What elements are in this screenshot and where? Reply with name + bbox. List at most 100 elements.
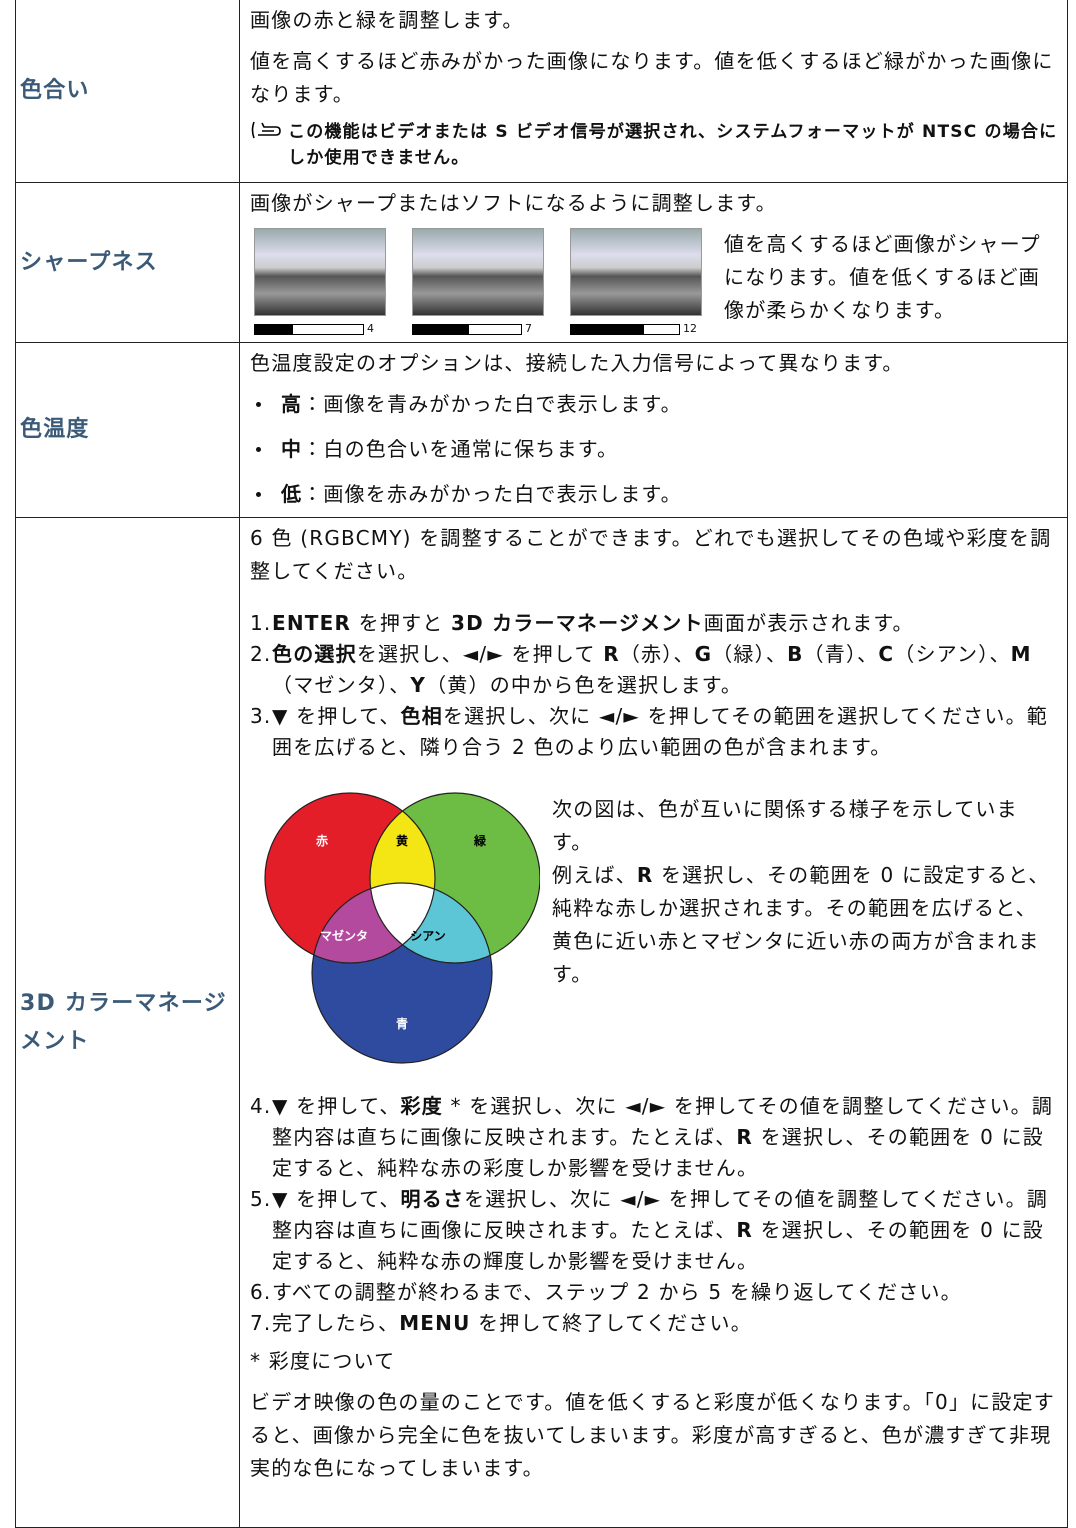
row: 色温度 色温度設定のオプションは、接続した入力信号によって異なります。 高：画像… [15, 342, 1068, 518]
bullet: 低：画像を赤みがかった白で表示します。 [250, 478, 1059, 511]
text-run: すべての調整が終わるまで、ステップ 2 から 5 を繰り返してください。 [272, 1280, 962, 1304]
text-run: （黄）の中から色を選択します。 [426, 673, 743, 697]
step-number: 2. [250, 642, 272, 666]
row: 3D カラーマネージメント 6 色 (RGBCMY) を調整することができます。… [15, 517, 1068, 1528]
example-image [570, 228, 702, 316]
bold-text: MENU [399, 1311, 471, 1335]
step-number: 6. [250, 1280, 272, 1304]
text-run: （青）、 [803, 642, 879, 666]
bold-text: 彩度 [400, 1094, 443, 1118]
row-content: 6 色 (RGBCMY) を調整することができます。どれでも選択してその色域や彩… [239, 517, 1068, 1528]
diagram-paragraph: 次の図は、色が互いに関係する様子を示しています。 [552, 797, 1018, 854]
venn-label: 青 [396, 1016, 408, 1031]
paragraph: 画像の赤と緑を調整します。 [250, 8, 524, 32]
example: 4 [254, 228, 386, 336]
row: シャープネス 画像がシャープまたはソフトになるように調整します。 4 7 12 … [15, 182, 1068, 343]
step: 5. ▼ を押して、明るさを選択し、次に ◄/► を押してその値を調整してください… [250, 1184, 1059, 1277]
note: この機能はビデオまたは S ビデオ信号が選択され、システムフォーマットが NTS… [250, 119, 1059, 171]
row: 色合い 画像の赤と緑を調整します。 値を高くするほど赤みがかった画像になります。… [15, 0, 1068, 183]
bold-text: 3D カラーマネージメント [451, 611, 704, 635]
text-run: 画面が表示されます。 [703, 611, 914, 635]
bullet-text: ：画像を青みがかった白で表示します。 [302, 392, 682, 416]
step-text: ENTER を押すと 3D カラーマネージメント画面が表示されます。 [272, 608, 914, 639]
bullet-term: 中 [281, 437, 303, 461]
diagram-paragraph: 例えば、R を選択し、その範囲を 0 に設定すると、純粋な赤しか選択されます。そ… [552, 859, 1052, 991]
side-text: 値を高くするほど画像がシャープになります。値を低くするほど画像が柔らかくなります… [724, 232, 1041, 322]
venn-diagram: 赤 黄 緑 マゼンタ シアン 青 [264, 792, 540, 1064]
step-number: 5. [250, 1187, 272, 1211]
sharpness-examples: 4 7 12 値を高くするほど画像がシャープになります。値を低くするほど画像が柔… [250, 228, 1059, 336]
slider: 12 [570, 322, 702, 336]
step: 4. ▼ を押して、彩度 * を選択し、次に ◄/► を押してその値を調整してくだ… [250, 1091, 1059, 1184]
example-image [412, 228, 544, 316]
bullet-text: ：白の色合いを通常に保ちます。 [302, 437, 619, 461]
step: 3. ▼ を押して、色相を選択し、次に ◄/► を押してその範囲を選択してください… [250, 701, 1059, 763]
steps: 1. ENTER を押すと 3D カラーマネージメント画面が表示されます。 2. 色の… [250, 608, 1059, 763]
bold-text: C [878, 642, 895, 666]
text-run: を押すと [351, 611, 452, 635]
color-diagram: 赤 黄 緑 マゼンタ シアン 青 次の図は、色が互いに関係する様子を示しています… [250, 783, 1059, 1073]
text-run: ▼ を押して、 [272, 704, 401, 728]
text-run: を選択し、その範囲を 0 に設定すると、純粋な赤しか選択されます。その範囲を広げ… [552, 863, 1050, 986]
row-content: 画像の赤と緑を調整します。 値を高くするほど赤みがかった画像になります。値を低く… [239, 0, 1068, 183]
step: 6. すべての調整が終わるまで、ステップ 2 から 5 を繰り返してください。 [250, 1277, 1059, 1308]
settings-table: 色合い 画像の赤と緑を調整します。 値を高くするほど赤みがかった画像になります。… [15, 0, 1068, 1528]
steps: 4. ▼ を押して、彩度 * を選択し、次に ◄/► を押してその値を調整してくだ… [250, 1091, 1059, 1339]
row-label: 色合い [15, 0, 240, 183]
slider-value: 7 [525, 322, 532, 335]
text-run: （マゼンタ）、 [272, 673, 411, 697]
text-run: * を選択し、次に ◄/► を押してその値を調整してください。調整内容は直ちに画… [272, 1094, 1054, 1149]
paragraph: 色温度設定のオプションは、接続した入力信号によって異なります。 [250, 351, 904, 375]
bullet: 中：白の色合いを通常に保ちます。 [250, 433, 1059, 466]
slider-value: 4 [367, 322, 374, 335]
slider-value: 12 [683, 322, 697, 335]
text-run: を選択し、次に ◄/► を押してその範囲を選択してください。範囲を広げると、隣り… [272, 704, 1048, 759]
venn-label: 黄 [396, 833, 408, 848]
text-run: を押して終了してください。 [470, 1311, 752, 1335]
row-label: 色温度 [15, 342, 240, 518]
example-image [254, 228, 386, 316]
text-run: を選択し、その範囲を 0 に設定すると、純粋な赤の彩度しか影響を受けません。 [272, 1125, 1045, 1180]
footnote-title: * 彩度について [250, 1349, 396, 1373]
step-number: 1. [250, 611, 272, 635]
bold-text: Y [410, 673, 427, 697]
text-run: （緑）、 [712, 642, 788, 666]
text-run: ▼ を押して、 [272, 1094, 401, 1118]
bold-text: R [736, 1125, 754, 1149]
row-content: 画像がシャープまたはソフトになるように調整します。 4 7 12 値を高くするほ… [239, 182, 1068, 343]
step: 1. ENTER を押すと 3D カラーマネージメント画面が表示されます。 [250, 608, 1059, 639]
step-number: 3. [250, 704, 272, 728]
bold-text: 色の選択 [272, 642, 357, 666]
slider-bar [412, 323, 522, 335]
step-text: ▼ を押して、彩度 * を選択し、次に ◄/► を押してその値を調整してください… [272, 1091, 1059, 1184]
text-run: （シアン）、 [894, 642, 1011, 666]
venn-label: 赤 [315, 833, 328, 848]
slider-bar [570, 323, 680, 335]
slider-bar [254, 323, 364, 335]
bold-text: 明るさ [400, 1187, 465, 1211]
step: 7. 完了したら、MENU を押して終了してください。 [250, 1308, 1059, 1339]
step-number: 7. [250, 1311, 272, 1335]
bold-text: R [736, 1218, 754, 1242]
bold-text: R [636, 863, 654, 887]
text-run: ▼ を押して、 [272, 1187, 401, 1211]
row-label: シャープネス [15, 182, 240, 343]
text-run: を選択し、◄/► を押して [356, 642, 604, 666]
venn-label: シアン [410, 929, 446, 943]
bold-text: G [694, 642, 713, 666]
example: 7 [412, 228, 544, 336]
bullet-term: 低 [281, 482, 303, 506]
paragraph: 6 色 (RGBCMY) を調整することができます。どれでも選択してその色域や彩… [250, 526, 1052, 583]
step-number: 4. [250, 1094, 272, 1118]
slider: 4 [254, 322, 386, 336]
text-run: を選択し、次に ◄/► を押してその値を調整してください。調整内容は直ちに画像に… [272, 1187, 1048, 1242]
row-content: 色温度設定のオプションは、接続した入力信号によって異なります。 高：画像を青みが… [239, 342, 1068, 518]
step-text: ▼ を押して、色相を選択し、次に ◄/► を押してその範囲を選択してください。範… [272, 701, 1059, 763]
diagram-text: 次の図は、色が互いに関係する様子を示しています。 例えば、R を選択し、その範囲… [552, 793, 1052, 1073]
bullet-term: 高 [281, 392, 303, 416]
note-icon [251, 121, 281, 139]
text-run: 完了したら、 [272, 1311, 400, 1335]
bold-text: 色相 [400, 704, 443, 728]
text-run: を選択し、その範囲を 0 に設定すると、純粋な赤の輝度しか影響を受けません。 [272, 1218, 1045, 1273]
